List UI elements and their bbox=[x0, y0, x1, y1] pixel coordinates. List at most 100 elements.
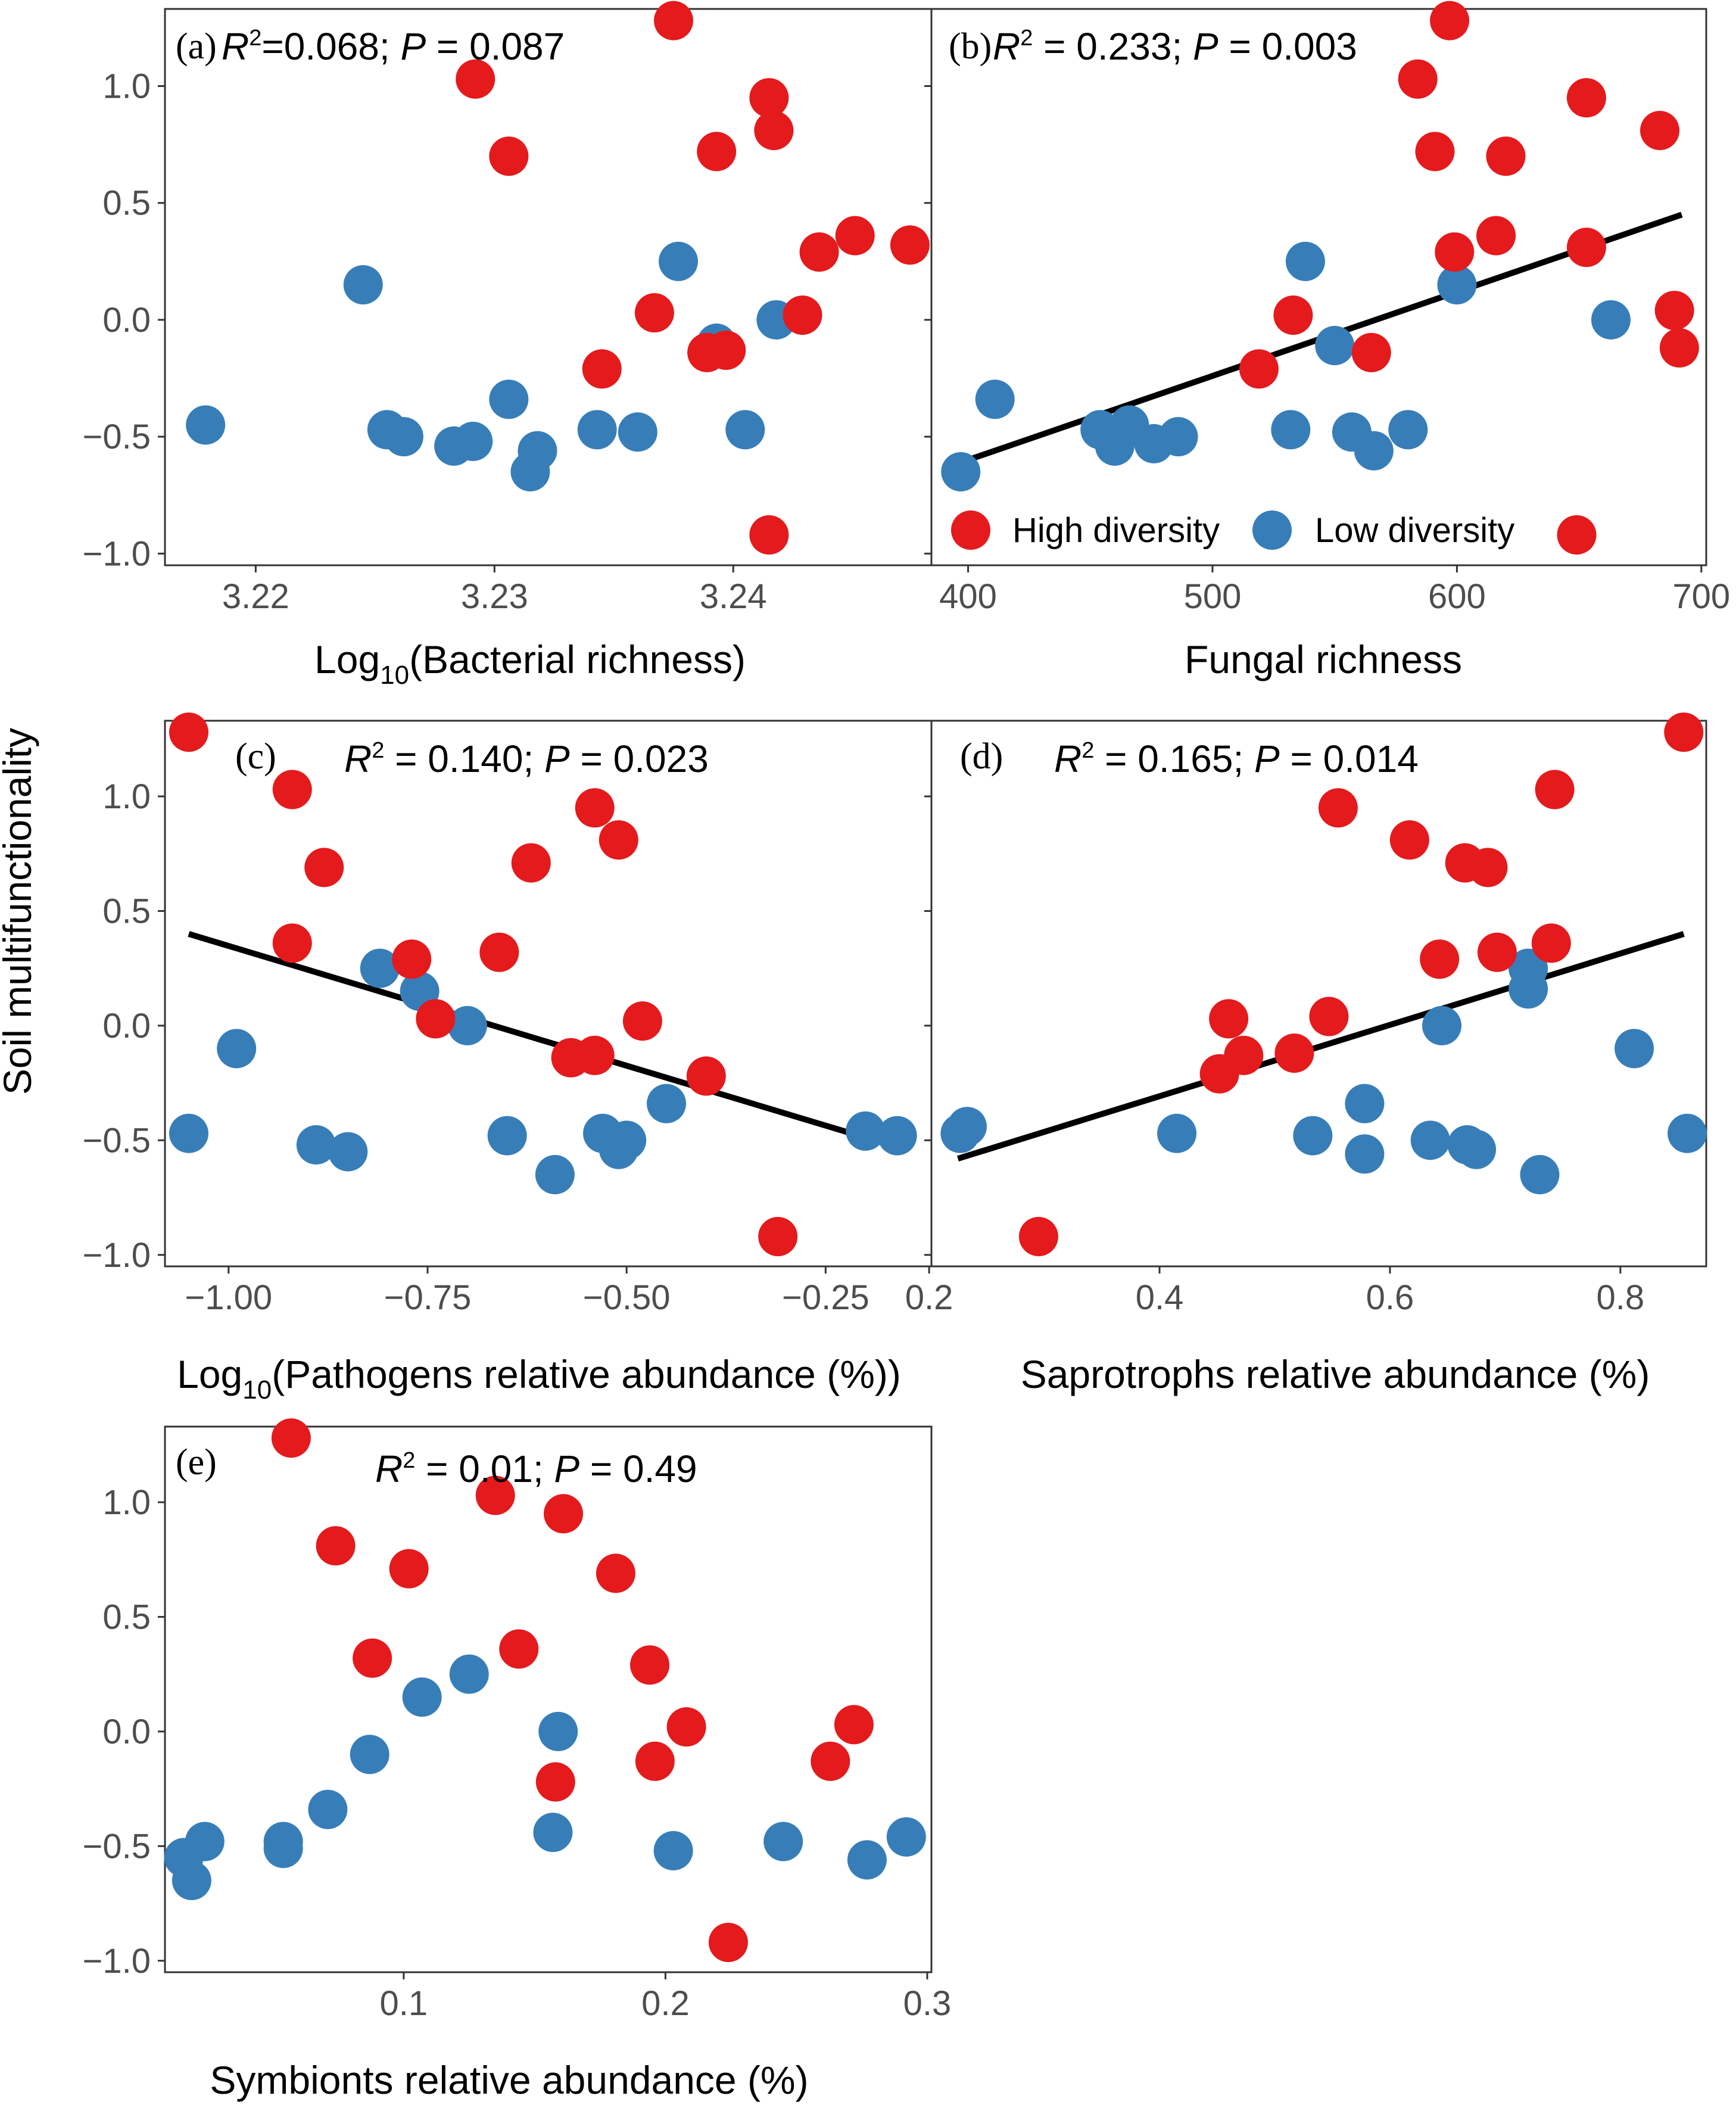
y-tick-label: −1.0 bbox=[83, 1236, 151, 1275]
low-diversity-point bbox=[263, 1829, 303, 1869]
low-diversity-point bbox=[328, 1132, 368, 1172]
high-diversity-point bbox=[811, 1741, 850, 1781]
panel-d-points bbox=[940, 712, 1707, 1256]
high-diversity-point bbox=[479, 932, 519, 972]
high-diversity-point bbox=[599, 820, 638, 860]
high-diversity-point bbox=[1398, 59, 1438, 99]
low-diversity-point bbox=[217, 1029, 257, 1069]
low-diversity-point bbox=[538, 1711, 578, 1751]
low-diversity-point bbox=[653, 1831, 693, 1871]
low-diversity-point bbox=[1437, 265, 1477, 305]
panel-b-x-label: Fungal richness bbox=[1185, 637, 1462, 681]
y-tick-label: 1.0 bbox=[102, 777, 151, 816]
x-tick-label: 3.24 bbox=[700, 577, 767, 616]
x-tick-label: 400 bbox=[939, 577, 997, 616]
panel-a-y-ticks: −1.0 −0.5 0.0 0.5 1.0 bbox=[83, 67, 165, 573]
high-diversity-point bbox=[783, 295, 822, 335]
x-tick-label: −1.00 bbox=[185, 1278, 272, 1317]
panel-d-frame bbox=[930, 720, 1707, 1268]
low-diversity-point bbox=[599, 1129, 638, 1169]
high-diversity-point bbox=[1654, 291, 1694, 331]
panel-b: 400 500 600 700 (b) R2 = 0.233; P = 0.003 F… bbox=[924, 1, 1730, 681]
low-diversity-point bbox=[487, 1116, 527, 1156]
panel-d-x-ticks: 0.2 0.4 0.6 0.8 bbox=[905, 1266, 1644, 1317]
x-tick-label: −0.75 bbox=[384, 1278, 472, 1317]
low-diversity-point bbox=[725, 410, 765, 450]
panel-d-y-ticks bbox=[924, 795, 931, 1256]
high-diversity-point bbox=[272, 923, 312, 963]
regression-line bbox=[188, 931, 899, 1150]
low-diversity-point bbox=[186, 405, 226, 445]
panel-d-fit bbox=[957, 931, 1685, 1162]
low-diversity-point bbox=[1285, 241, 1325, 281]
panel-c: −1.0 −0.5 0.0 0.5 1.0 −1.00 −0.75 −0.50 −0.25 (… bbox=[83, 712, 933, 1405]
low-diversity-point bbox=[1388, 410, 1428, 450]
panel-e-points bbox=[164, 1418, 926, 1962]
legend: High diversity Low diversity bbox=[951, 510, 1514, 550]
low-diversity-point bbox=[618, 412, 657, 452]
x-tick-label: 0.2 bbox=[641, 1984, 690, 2023]
high-diversity-point bbox=[653, 1, 693, 41]
legend-high-marker bbox=[951, 510, 990, 550]
high-diversity-point bbox=[634, 293, 674, 333]
low-diversity-point bbox=[1457, 1129, 1497, 1169]
y-tick-label: −1.0 bbox=[83, 534, 151, 573]
low-diversity-point bbox=[1422, 1005, 1462, 1045]
high-diversity-point bbox=[630, 1645, 670, 1685]
y-tick-label: −0.5 bbox=[83, 418, 151, 456]
panel-c-x-ticks: −1.00 −0.75 −0.50 −0.25 bbox=[185, 1266, 869, 1317]
high-diversity-point bbox=[389, 1549, 429, 1589]
panel-c-stat: R2 = 0.140; P = 0.023 bbox=[344, 737, 709, 780]
high-diversity-point bbox=[622, 1001, 662, 1041]
panel-e-letter: (e) bbox=[176, 1442, 217, 1483]
legend-low-label: Low diversity bbox=[1315, 511, 1514, 550]
high-diversity-point bbox=[271, 1418, 311, 1458]
x-tick-label: 500 bbox=[1184, 577, 1242, 616]
high-diversity-point bbox=[1274, 1033, 1314, 1073]
panel-e-x-ticks: 0.1 0.2 0.3 bbox=[380, 1972, 951, 2023]
high-diversity-point bbox=[1415, 132, 1455, 172]
regression-line bbox=[957, 931, 1685, 1162]
x-tick-label: 0.4 bbox=[1136, 1278, 1184, 1317]
x-tick-label: 0.8 bbox=[1597, 1278, 1645, 1317]
high-diversity-point bbox=[169, 712, 208, 752]
x-tick-label: −0.50 bbox=[583, 1278, 671, 1317]
panel-b-stat: R2 = 0.233; P = 0.003 bbox=[993, 25, 1357, 68]
panel-c-y-ticks: −1.0 −0.5 0.0 0.5 1.0 bbox=[83, 777, 165, 1275]
legend-high-label: High diversity bbox=[1012, 511, 1220, 550]
panel-a-frame bbox=[164, 8, 933, 566]
high-diversity-point bbox=[489, 136, 529, 176]
low-diversity-point bbox=[172, 1861, 211, 1901]
low-diversity-point bbox=[489, 379, 529, 419]
high-diversity-point bbox=[543, 1494, 583, 1534]
x-tick-label: 0.2 bbox=[905, 1278, 953, 1317]
low-diversity-point bbox=[453, 422, 493, 462]
panel-a: −1.0 −0.5 0.0 0.5 1.0 3.22 3.23 3.24 (a) R2=0.… bbox=[83, 1, 933, 690]
high-diversity-point bbox=[1420, 939, 1460, 979]
x-tick-label: 600 bbox=[1428, 577, 1486, 616]
x-tick-label: 0.6 bbox=[1366, 1278, 1414, 1317]
high-diversity-point bbox=[1664, 712, 1704, 752]
low-diversity-point bbox=[1345, 1134, 1385, 1174]
low-diversity-point bbox=[350, 1735, 389, 1774]
low-diversity-point bbox=[533, 1813, 573, 1852]
high-diversity-point bbox=[686, 1056, 726, 1096]
high-diversity-point bbox=[706, 330, 746, 370]
high-diversity-point bbox=[749, 515, 789, 555]
high-diversity-point bbox=[596, 1553, 635, 1593]
panel-e-stat: R2 = 0.01; P = 0.49 bbox=[375, 1447, 697, 1490]
x-tick-label: −0.25 bbox=[782, 1278, 869, 1317]
low-diversity-point bbox=[1668, 1113, 1707, 1153]
low-diversity-point bbox=[847, 1840, 887, 1880]
low-diversity-point bbox=[447, 1005, 487, 1045]
high-diversity-point bbox=[1318, 788, 1358, 828]
high-diversity-point bbox=[316, 1526, 356, 1566]
panel-d: 0.2 0.4 0.6 0.8 (d) R2 = 0.165; P = 0.014 S… bbox=[905, 712, 1707, 1396]
high-diversity-point bbox=[1468, 848, 1508, 888]
high-diversity-point bbox=[353, 1638, 392, 1678]
panel-c-points bbox=[169, 712, 917, 1256]
high-diversity-point bbox=[1209, 999, 1249, 1039]
high-diversity-point bbox=[1430, 1, 1470, 41]
panel-b-points bbox=[941, 1, 1699, 555]
